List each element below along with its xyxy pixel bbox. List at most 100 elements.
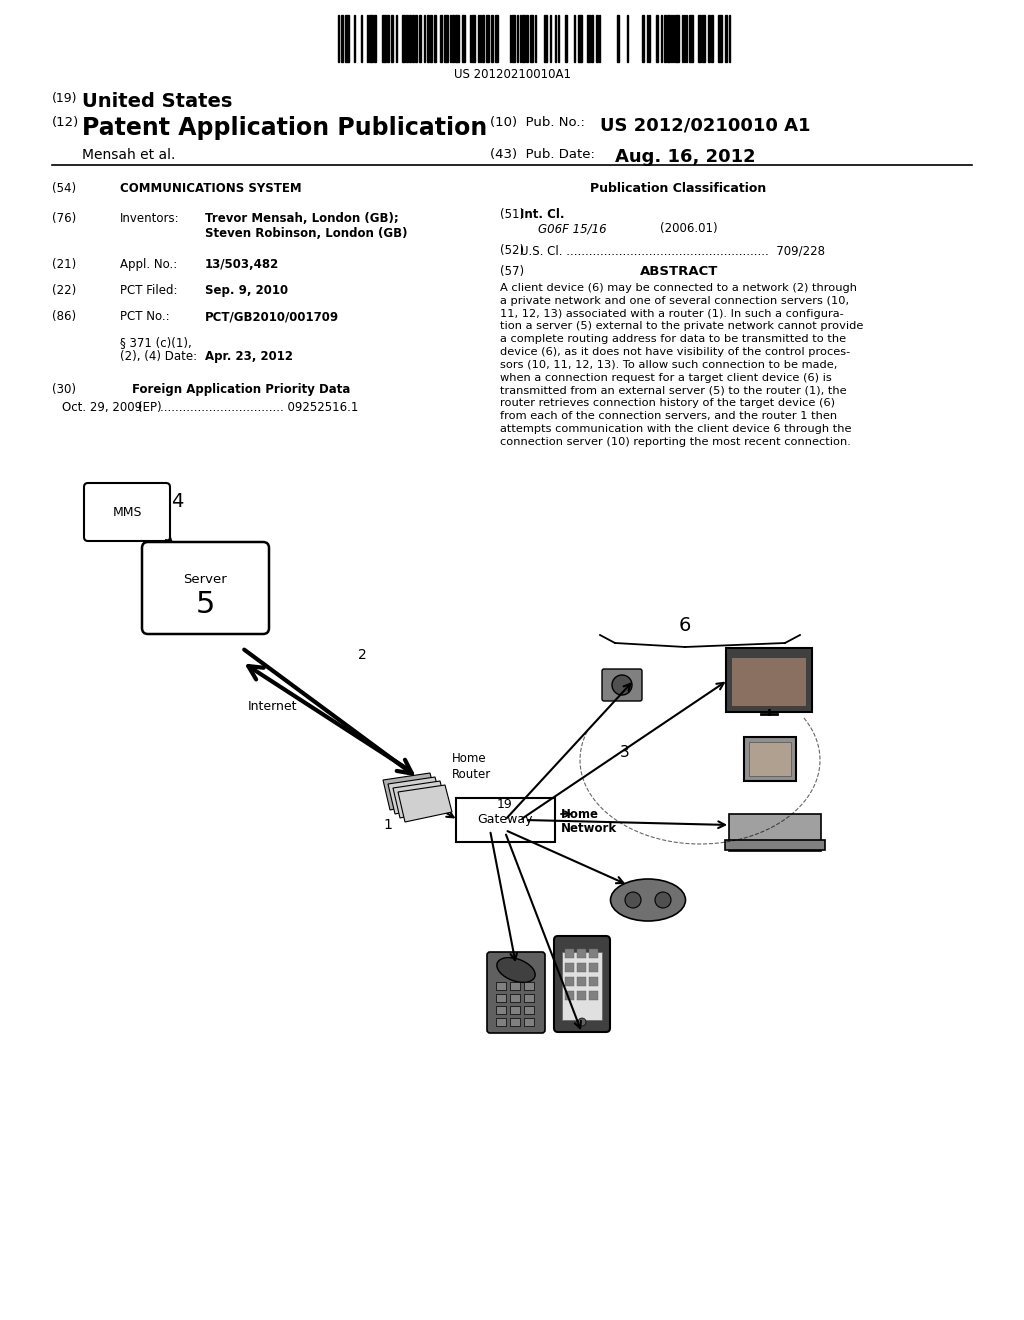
Bar	[495, 15, 498, 62]
Text: § 371 (c)(1),: § 371 (c)(1),	[120, 337, 191, 348]
Bar	[409, 15, 411, 62]
Bar	[512, 15, 515, 62]
Text: (52): (52)	[500, 244, 524, 257]
Bar	[565, 991, 574, 1001]
Circle shape	[578, 1018, 586, 1026]
Bar	[412, 15, 414, 62]
Bar	[472, 15, 475, 62]
Text: Apr. 23, 2012: Apr. 23, 2012	[205, 350, 293, 363]
Bar	[510, 982, 520, 990]
Text: (2006.01): (2006.01)	[660, 222, 718, 235]
FancyBboxPatch shape	[732, 657, 806, 706]
Text: when a connection request for a target client device (6) is: when a connection request for a target c…	[500, 372, 831, 383]
Bar	[725, 15, 727, 62]
FancyBboxPatch shape	[744, 737, 796, 781]
Text: PCT No.:: PCT No.:	[120, 310, 170, 323]
Text: (51): (51)	[500, 209, 524, 220]
Bar	[496, 994, 506, 1002]
Text: G06F 15/16: G06F 15/16	[538, 222, 606, 235]
Bar	[577, 991, 586, 1001]
Text: COMMUNICATIONS SYSTEM: COMMUNICATIONS SYSTEM	[120, 182, 302, 195]
Ellipse shape	[610, 879, 685, 921]
Text: (57): (57)	[500, 265, 524, 279]
Text: device (6), as it does not have visibility of the control proces-: device (6), as it does not have visibili…	[500, 347, 850, 356]
Text: Server: Server	[183, 573, 227, 586]
FancyBboxPatch shape	[456, 799, 555, 842]
FancyBboxPatch shape	[487, 952, 545, 1034]
Bar	[577, 949, 586, 958]
FancyBboxPatch shape	[725, 840, 825, 850]
FancyBboxPatch shape	[142, 543, 269, 634]
Text: Internet: Internet	[248, 700, 298, 713]
Bar	[452, 15, 454, 62]
Text: United States: United States	[82, 92, 232, 111]
Bar	[510, 1018, 520, 1026]
Circle shape	[655, 892, 671, 908]
Bar	[642, 15, 644, 62]
Bar	[565, 949, 574, 958]
Bar	[341, 15, 343, 62]
Text: (76): (76)	[52, 213, 76, 224]
Bar	[589, 949, 598, 958]
Text: (21): (21)	[52, 257, 76, 271]
Bar	[711, 15, 713, 62]
Text: connection server (10) reporting the most recent connection.: connection server (10) reporting the mos…	[500, 437, 851, 446]
Circle shape	[625, 892, 641, 908]
Bar	[419, 15, 421, 62]
Bar	[482, 15, 484, 62]
Bar	[345, 15, 349, 62]
Bar	[578, 15, 582, 62]
Bar	[524, 994, 534, 1002]
Text: Foreign Application Priority Data: Foreign Application Priority Data	[132, 383, 350, 396]
Ellipse shape	[497, 957, 536, 982]
Bar	[589, 991, 598, 1001]
Bar	[486, 15, 489, 62]
Bar	[510, 994, 520, 1002]
Text: (EP): (EP)	[138, 401, 162, 414]
Bar	[440, 15, 442, 62]
Polygon shape	[383, 774, 437, 810]
Text: (19): (19)	[52, 92, 78, 106]
Bar	[587, 15, 590, 62]
Text: MMS: MMS	[113, 506, 141, 519]
Text: 1: 1	[383, 818, 392, 832]
Bar	[591, 15, 593, 62]
Text: Gateway: Gateway	[477, 813, 532, 826]
Bar	[544, 15, 547, 62]
Text: 4: 4	[171, 492, 183, 511]
Text: Inventors:: Inventors:	[120, 213, 179, 224]
Text: Patent Application Publication: Patent Application Publication	[82, 116, 487, 140]
Bar	[496, 982, 506, 990]
Bar	[577, 977, 586, 986]
Text: 19: 19	[497, 799, 513, 810]
Bar	[656, 15, 658, 62]
Bar	[524, 982, 534, 990]
Bar	[387, 15, 389, 62]
Bar	[698, 15, 701, 62]
Text: transmitted from an external server (5) to the router (1), the: transmitted from an external server (5) …	[500, 385, 847, 396]
Text: (10)  Pub. No.:: (10) Pub. No.:	[490, 116, 585, 129]
Bar	[589, 964, 598, 972]
Bar	[369, 15, 373, 62]
Text: Sep. 9, 2010: Sep. 9, 2010	[205, 284, 288, 297]
Text: sors (10, 11, 12, 13). To allow such connection to be made,: sors (10, 11, 12, 13). To allow such con…	[500, 360, 838, 370]
Bar	[402, 15, 406, 62]
Bar	[718, 15, 722, 62]
Text: Aug. 16, 2012: Aug. 16, 2012	[615, 148, 756, 166]
Bar	[524, 1018, 534, 1026]
Text: (30): (30)	[52, 383, 76, 396]
Bar	[565, 15, 567, 62]
Text: Steven Robinson, London (GB): Steven Robinson, London (GB)	[205, 227, 408, 240]
Polygon shape	[398, 785, 452, 822]
Text: Network: Network	[561, 822, 617, 836]
Bar	[427, 15, 429, 62]
Bar	[664, 15, 666, 62]
Text: 13/503,482: 13/503,482	[205, 257, 280, 271]
Bar	[490, 15, 493, 62]
Bar	[526, 15, 528, 62]
Bar	[589, 977, 598, 986]
Bar	[374, 15, 376, 62]
Bar	[667, 15, 670, 62]
Bar	[617, 15, 618, 62]
FancyBboxPatch shape	[84, 483, 170, 541]
